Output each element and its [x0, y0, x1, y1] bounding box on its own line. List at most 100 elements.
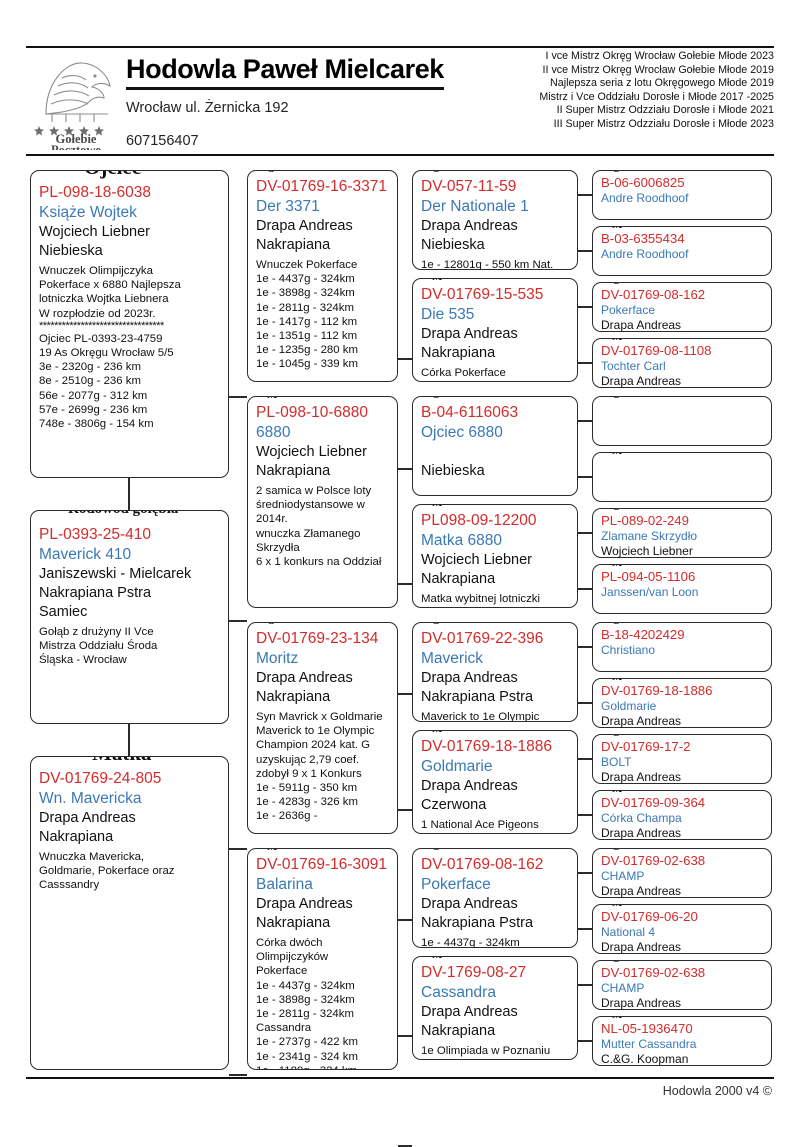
pigeon-notes: Syn Mavrick x Goldmarie Maverick to 1e O… [256, 711, 383, 823]
achievement-item: II Super Mistrz Odzziału Dorosłe i Młode… [556, 104, 774, 117]
subject-box[interactable]: Rodowód gołębia PL-0393-25-410 Maverick … [30, 510, 229, 724]
pigeon-ring: B-03-6355434 [601, 231, 685, 246]
father-notes: Wnuczek Olimpijczyka Pokerface x 6880 Na… [39, 265, 181, 320]
great-grandparent-box[interactable]: M DV-1769-08-27 Cassandra Drapa Andreas … [412, 956, 578, 1060]
pigeon-owner: Drapa Andreas [601, 996, 682, 1010]
mother-nickname: Wn. Mavericka [39, 790, 142, 807]
pigeon-owner: Drapa Andreas [421, 896, 518, 912]
ancestor-box[interactable]: M DV-01769-09-364 Córka Champa Drapa And… [592, 790, 772, 840]
pigeon-ring: DV-01769-06-20 [601, 909, 698, 924]
pigeon-ring: DV-01769-18-1886 [421, 738, 552, 755]
ancestor-box[interactable]: O [592, 396, 772, 446]
father-box[interactable]: Ojciec PL-098-18-6038 Książe Wojtek Wojc… [30, 170, 229, 478]
sex-marker-female: M [607, 227, 628, 231]
great-grandparent-box[interactable]: M DV-01769-15-535 Die 535 Drapa Andreas … [412, 278, 578, 382]
connector [229, 1074, 247, 1076]
connector [128, 724, 130, 756]
pigeon-nickname: Mutter Cassandra [601, 1037, 697, 1051]
sex-marker-male: O [607, 961, 626, 965]
subject-colour: Nakrapiana Pstra [39, 585, 152, 601]
page-title: Hodowla Paweł Mielcarek [126, 52, 444, 90]
pigeon-notes: Córka dwóch Olimpijczyków Pokerface 1e -… [256, 937, 358, 1069]
sex-marker-male: O [262, 171, 281, 175]
grandparent-box[interactable]: O DV-01769-16-3371 Der 3371 Drapa Andrea… [247, 170, 398, 382]
pigeon-nickname: CHAMP [601, 869, 645, 883]
ancestor-box[interactable]: O B-18-4202429 Christiano [592, 622, 772, 672]
pigeon-notes: 1e - 4437g - 324km [421, 937, 520, 948]
ancestor-box[interactable]: M DV-01769-18-1886 Goldmarie Drapa Andre… [592, 678, 772, 728]
pigeon-notes: Matka wybitnej lotniczki [421, 593, 541, 605]
connector [398, 809, 412, 811]
grandparent-box[interactable]: M DV-01769-16-3091 Balarina Drapa Andrea… [247, 848, 398, 1070]
subject-owner: Janiszewski - Mielcarek [39, 566, 192, 582]
connector [578, 306, 592, 308]
sex-marker-male: O [607, 623, 626, 627]
great-grandparent-box[interactable]: M PL098-09-12200 Matka 6880 Wojciech Lie… [412, 504, 578, 608]
grandparent-box[interactable]: O DV-01769-23-134 Moritz Drapa Andreas N… [247, 622, 398, 834]
pigeon-nickname: Tochter Carl [601, 359, 666, 373]
grandparent-box[interactable]: M PL-098-10-6880 6880 Wojciech Liebner N… [247, 396, 398, 608]
connector [578, 362, 592, 364]
breeder-phone: 607156407 [126, 133, 199, 149]
ancestor-box[interactable]: O DV-01769-02-638 CHAMP Drapa Andreas [592, 848, 772, 898]
great-grandparent-box[interactable]: O DV-057-11-59 Der Nationale 1 Drapa And… [412, 170, 578, 270]
pigeon-colour: Nakrapiana [256, 915, 331, 931]
pigeon-nickname: Goldmarie [421, 758, 493, 775]
sex-marker-female: M [262, 397, 283, 401]
mother-box[interactable]: Matka DV-01769-24-805 Wn. Mavericka Drap… [30, 756, 229, 1070]
great-grandparent-box[interactable]: O B-04-6116063 Ojciec 6880 Niebieska [412, 396, 578, 496]
header-bottom-rule [26, 154, 774, 156]
pigeon-colour: Niebieska [421, 463, 485, 479]
pigeon-owner: Drapa Andreas [256, 670, 353, 686]
pigeon-colour: Nakrapiana [421, 1023, 496, 1039]
ancestor-box[interactable]: O B-06-6006825 Andre Roodhoof [592, 170, 772, 220]
pigeon-owner: Drapa Andreas [601, 714, 682, 728]
pigeon-owner: Drapa Andreas [601, 884, 682, 898]
page-header: Gołebie Pocztowe Hodowla Paweł Mielcarek… [26, 46, 774, 156]
ancestor-box[interactable]: M DV-01769-08-1108 Tochter Carl Drapa An… [592, 338, 772, 388]
ancestor-box[interactable]: O DV-01769-08-162 Pokerface Drapa Andrea… [592, 282, 772, 332]
great-grandparent-box[interactable]: M DV-01769-18-1886 Goldmarie Drapa Andre… [412, 730, 578, 834]
achievement-item: II vce Mistrz Okręg Wrocław Gołebie Młod… [542, 63, 774, 76]
sex-marker-male: O [607, 509, 626, 513]
great-grandparent-box[interactable]: O DV-01769-08-162 Pokerface Drapa Andrea… [412, 848, 578, 948]
connector [578, 588, 592, 590]
pigeon-owner: C.&G. Koopman [601, 1052, 689, 1066]
great-grandparent-box[interactable]: O DV-01769-22-396 Maverick Drapa Andreas… [412, 622, 578, 722]
connector [229, 848, 247, 850]
pigeon-nickname: Córka Champa [601, 811, 682, 825]
father-separator: ********************************* [39, 319, 164, 332]
sex-marker-female: M [607, 905, 628, 909]
ancestor-box[interactable]: M DV-01769-06-20 National 4 Drapa Andrea… [592, 904, 772, 954]
connector [229, 620, 247, 622]
pigeon-owner: Wojciech Liebner [256, 444, 367, 460]
pigeon-ring: B-04-6116063 [421, 404, 519, 421]
pigeon-colour: Niebieska [421, 237, 485, 253]
mother-owner: Drapa Andreas [39, 810, 136, 826]
pigeon-ring: DV-01769-02-638 [601, 853, 706, 868]
ancestor-box[interactable]: M B-03-6355434 Andre Roodhoof [592, 226, 772, 276]
pigeon-nickname: BOLT [601, 755, 632, 769]
pigeon-ring: DV-057-11-59 [421, 178, 517, 195]
pigeon-owner: Drapa Andreas [421, 218, 518, 234]
connector [398, 583, 412, 585]
sex-marker-male: O [607, 735, 626, 739]
father-caption: Ojciec [79, 171, 147, 178]
pigeon-owner: Drapa Andreas [601, 374, 682, 388]
pigeon-ring: DV-01769-02-638 [601, 965, 706, 980]
ancestor-box[interactable]: M [592, 452, 772, 502]
ancestor-box[interactable]: M NL-05-1936470 Mutter Cassandra C.&G. K… [592, 1016, 772, 1066]
achievement-item: Mistrz i Vce Oddziału Dorosłe i Młode 20… [539, 90, 774, 103]
pigeon-ring: DV-01769-08-162 [421, 856, 544, 873]
sex-marker-male: O [607, 849, 626, 853]
pigeon-notes: Córka Pokerface [421, 367, 506, 379]
ancestor-box[interactable]: O PL-089-02-249 Zlamane Skrzydło Wojciec… [592, 508, 772, 558]
ancestor-box[interactable]: O DV-01769-17-2 BOLT Drapa Andreas [592, 734, 772, 784]
ancestor-box[interactable]: O DV-01769-02-638 CHAMP Drapa Andreas [592, 960, 772, 1010]
ancestor-box[interactable]: M PL-094-05-1106 Janssen/van Loon [592, 564, 772, 614]
subject-sex: Samiec [39, 604, 88, 620]
sex-marker-female: M [607, 1017, 628, 1021]
father-owner: Wojciech Liebner [39, 224, 150, 240]
subject-ring: PL-0393-25-410 [39, 526, 152, 543]
pigeon-ring: DV-01769-16-3371 [256, 178, 387, 195]
